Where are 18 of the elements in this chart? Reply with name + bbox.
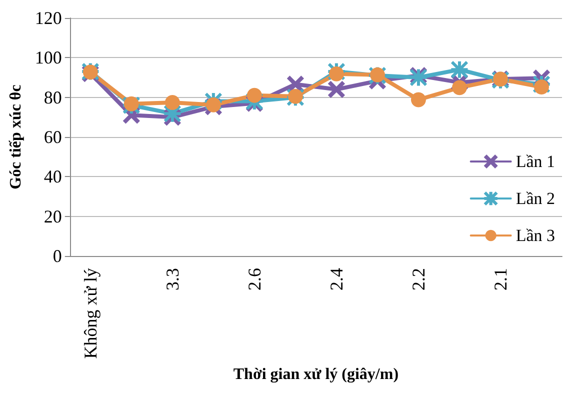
legend-label: Lần 2 (516, 189, 556, 208)
x-axis-title: Thời gian xử lý (giây/m) (233, 366, 399, 384)
legend-label: Lần 1 (516, 152, 556, 171)
x-tick-label: 2.2 (408, 268, 428, 290)
x-tick-label: 2.1 (490, 268, 510, 290)
y-tick-label: 100 (34, 48, 62, 68)
y-tick-label: 120 (34, 8, 62, 28)
y-tick-label: 0 (52, 246, 62, 266)
y-tick-label: 80 (44, 87, 62, 108)
x-tick-label: Không xử lý (80, 268, 100, 359)
y-tick-label: 60 (44, 127, 62, 147)
x-tick-label: 2.4 (326, 268, 346, 290)
y-tick-label: 40 (44, 166, 62, 187)
y-axis-title: Góc tiếp xúc θc (8, 84, 24, 190)
y-tick-label: 20 (44, 206, 62, 226)
legend-label: Lần 3 (516, 226, 556, 245)
x-tick-label: 3.3 (162, 268, 182, 290)
x-tick-label: 2.6 (244, 268, 264, 290)
